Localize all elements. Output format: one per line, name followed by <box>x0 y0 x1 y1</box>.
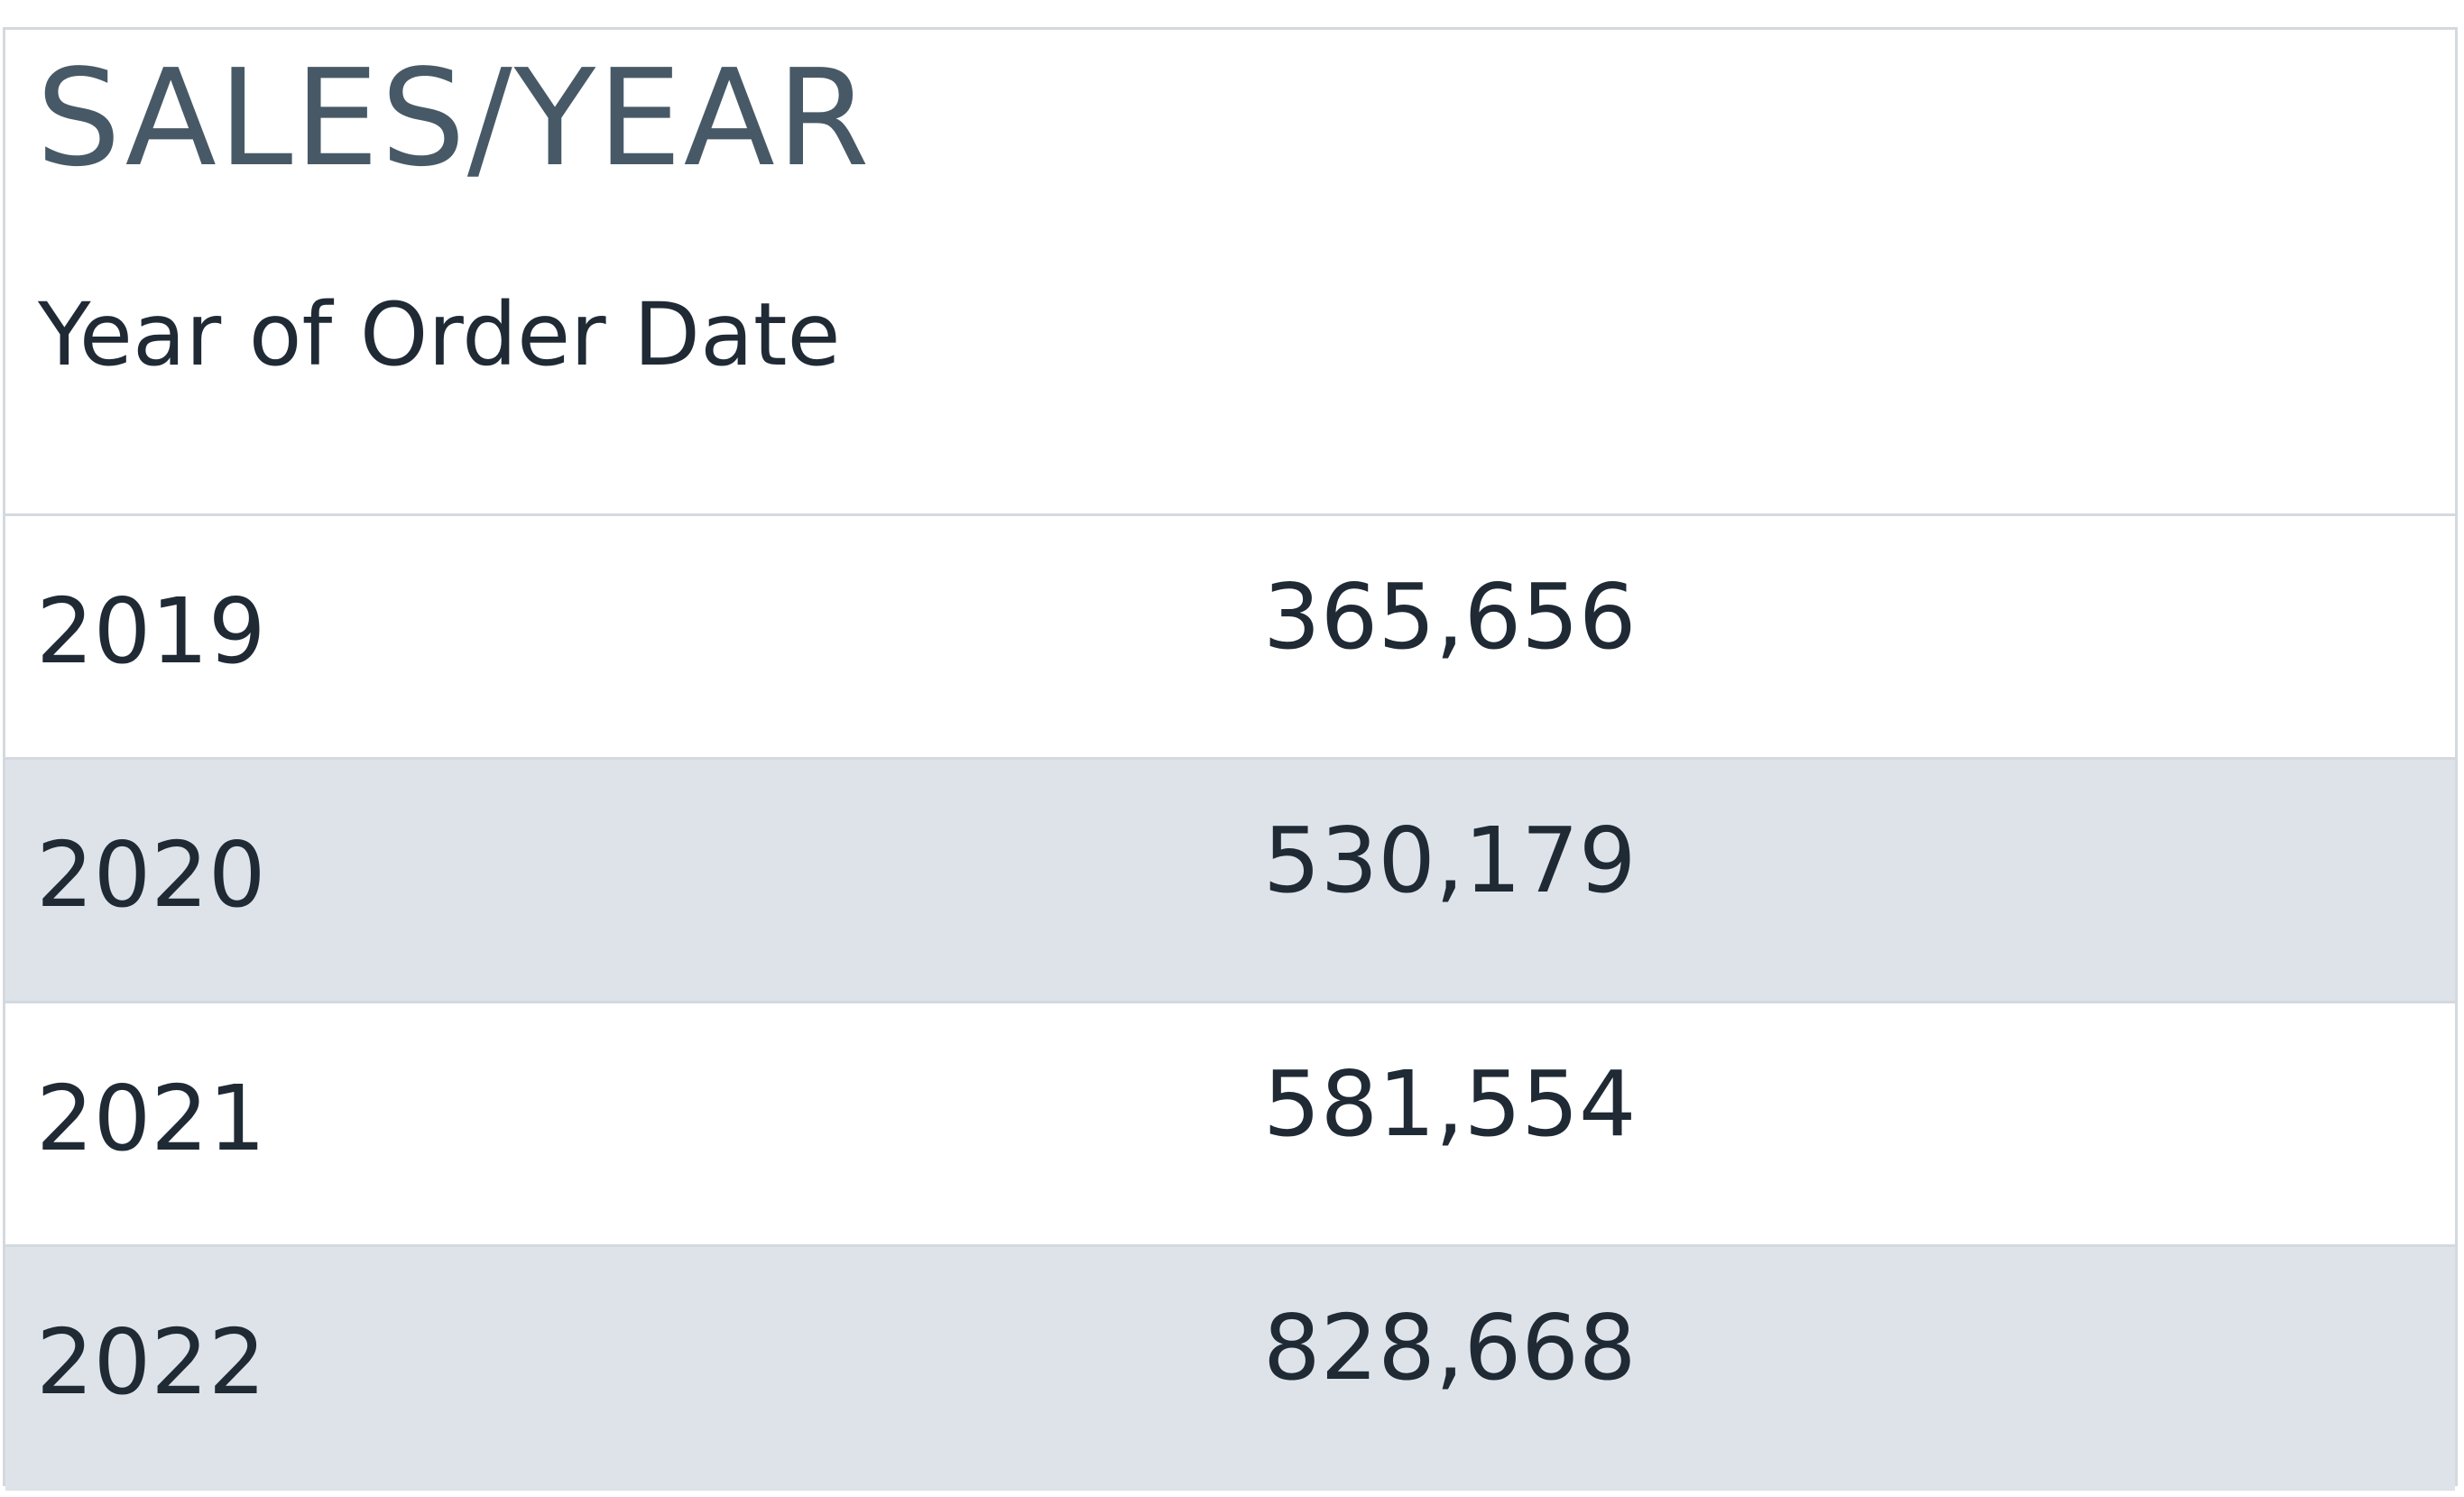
column-header-year: Year of Order Date <box>38 284 841 385</box>
sales-table: SALES/YEAR Year of Order Date 2019 365,6… <box>3 27 2458 1491</box>
row-value-cell: 581,554 <box>1263 1051 1637 1157</box>
row-year-cell: 2020 <box>36 822 266 928</box>
row-year-cell: 2022 <box>36 1309 266 1415</box>
table-row: 2021 581,554 <box>5 1003 2455 1247</box>
row-value-cell: 828,668 <box>1263 1295 1637 1400</box>
table-row: 2020 530,179 <box>5 760 2455 1003</box>
row-year-cell: 2019 <box>36 578 266 684</box>
table-body: 2019 365,656 2020 530,179 2021 581,554 2… <box>5 516 2455 1491</box>
table-title: SALES/YEAR <box>36 41 872 196</box>
table-header: SALES/YEAR Year of Order Date <box>5 30 2455 516</box>
table-row: 2022 828,668 <box>5 1247 2455 1491</box>
row-value-cell: 530,179 <box>1263 808 1637 913</box>
row-value-cell: 365,656 <box>1263 564 1637 670</box>
table-row: 2019 365,656 <box>5 516 2455 760</box>
row-year-cell: 2021 <box>36 1066 266 1171</box>
